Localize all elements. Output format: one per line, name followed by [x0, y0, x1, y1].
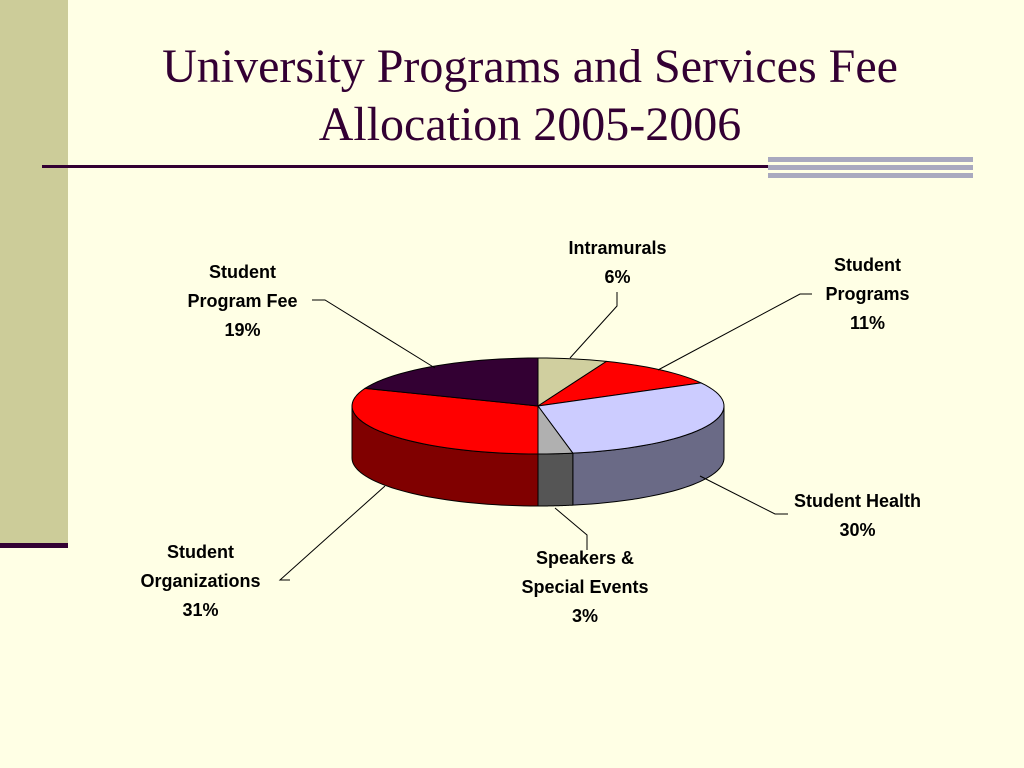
leader-line-student-program-fee	[312, 299, 436, 369]
label-student-programs-name-1: Student	[834, 255, 901, 275]
label-speakers: Speakers & Special Events 3%	[495, 544, 675, 631]
label-student-programs-name-2: Programs	[825, 284, 910, 304]
leader-line-speakers-special-events	[554, 507, 588, 550]
pie-slice-student-programs	[537, 360, 702, 407]
label-speakers-pct: 3%	[571, 606, 598, 626]
label-speakers-name-1: Speakers &	[535, 548, 635, 568]
title-divider	[42, 165, 972, 168]
title-line-1: University Programs and Services Fee	[162, 40, 898, 93]
left-accent-underline	[0, 543, 68, 548]
pie-slice-student-program-fee	[364, 357, 539, 407]
pie-slice-intramurals	[537, 357, 607, 407]
label-student-program-fee-name-1: Student	[209, 262, 276, 282]
label-student-organizations: Student Organizations 31%	[118, 538, 283, 625]
left-accent-bar	[0, 0, 68, 548]
label-student-organizations-pct: 31%	[182, 600, 219, 620]
leader-line-intramurals	[569, 292, 618, 359]
label-student-health-name: Student Health	[793, 491, 921, 511]
label-intramurals: Intramurals 6%	[545, 234, 690, 292]
leader-line-student-organizations	[278, 485, 386, 581]
pie-slice-student-organizations	[351, 387, 539, 455]
label-student-health-pct: 30%	[839, 520, 876, 540]
label-student-program-fee-name-2: Program Fee	[187, 291, 298, 311]
pie-slice-speakers-special-events	[537, 405, 574, 455]
pie-side-speakers-special-events	[537, 452, 574, 507]
title-divider-accent	[768, 157, 973, 179]
leader-lines	[278, 292, 812, 581]
pie-top	[351, 357, 725, 455]
label-intramurals-name: Intramurals	[568, 238, 667, 258]
label-student-programs: Student Programs 11%	[800, 251, 935, 338]
label-student-health: Student Health 30%	[770, 487, 945, 545]
label-student-programs-pct: 11%	[849, 313, 886, 333]
leader-line-student-health	[699, 475, 788, 515]
title-line-2: Allocation 2005-2006	[318, 98, 742, 151]
slide-title: University Programs and Services Fee All…	[80, 38, 980, 154]
pie-slice-student-health	[537, 382, 725, 454]
label-student-organizations-name-1: Student	[167, 542, 234, 562]
label-student-organizations-name-2: Organizations	[140, 571, 261, 591]
label-speakers-name-2: Special Events	[521, 577, 649, 597]
leader-line-student-programs	[657, 293, 812, 371]
label-student-program-fee: Student Program Fee 19%	[165, 258, 320, 345]
label-student-program-fee-pct: 19%	[224, 320, 261, 340]
label-intramurals-pct: 6%	[604, 267, 631, 287]
